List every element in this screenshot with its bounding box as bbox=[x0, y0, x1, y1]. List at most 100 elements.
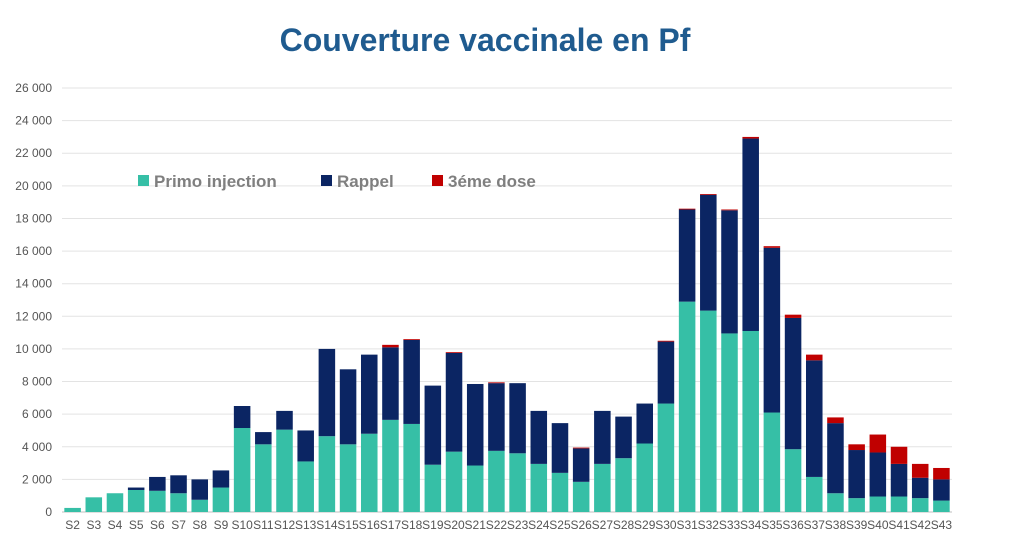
x-tick-label: S3 bbox=[86, 518, 101, 532]
bar-S9-series-1 bbox=[212, 487, 230, 512]
x-tick-label: S30 bbox=[655, 518, 677, 532]
x-tick-label: S24 bbox=[528, 518, 550, 532]
bar-S21-series-2 bbox=[466, 383, 484, 466]
x-tick-label: S42 bbox=[910, 518, 932, 532]
y-tick-label: 4 000 bbox=[22, 440, 52, 454]
bar-S43-series-1 bbox=[933, 500, 950, 512]
bar-S26-series-3 bbox=[572, 447, 590, 449]
legend-swatch bbox=[432, 175, 443, 186]
x-tick-label: S19 bbox=[422, 518, 444, 532]
legend-swatch bbox=[321, 175, 332, 186]
bar-S31-series-3 bbox=[678, 208, 696, 210]
bar-S42-series-2 bbox=[911, 477, 929, 499]
bar-S10-series-2 bbox=[233, 406, 251, 429]
x-tick-label: S22 bbox=[486, 518, 508, 532]
bar-S23-series-2 bbox=[509, 383, 526, 454]
x-tick-label: S20 bbox=[443, 518, 465, 532]
y-axis: 0 2 000 4 000 6 000 8 000 10 000 12 000 14 000 1… bbox=[15, 81, 52, 519]
y-tick-label: 26 000 bbox=[15, 81, 52, 95]
bar-S25-series-1 bbox=[551, 472, 569, 512]
bar-S7-series-2 bbox=[170, 475, 187, 494]
bar-S15-series-1 bbox=[339, 444, 357, 512]
bar-S34-series-1 bbox=[742, 330, 759, 512]
bar-S31-series-1 bbox=[678, 301, 696, 512]
bar-S21-series-1 bbox=[466, 465, 484, 512]
legend-swatch bbox=[138, 175, 149, 186]
bar-S22-series-1 bbox=[488, 450, 505, 512]
bar-S14-series-2 bbox=[318, 348, 336, 437]
bar-S26-series-1 bbox=[572, 481, 590, 512]
x-tick-label: S14 bbox=[316, 518, 338, 532]
x-tick-label: S15 bbox=[337, 518, 359, 532]
bar-S41-series-3 bbox=[890, 446, 908, 464]
bar-S38-series-3 bbox=[827, 417, 844, 424]
bar-S6-series-2 bbox=[149, 476, 166, 491]
y-tick-label: 10 000 bbox=[15, 342, 52, 356]
bar-S41-series-1 bbox=[890, 496, 908, 512]
y-tick-label: 0 bbox=[45, 505, 52, 519]
bar-S17-series-3 bbox=[382, 344, 399, 348]
bar-S5-series-1 bbox=[127, 489, 145, 512]
x-tick-label: S17 bbox=[380, 518, 402, 532]
bar-S32-series-1 bbox=[700, 310, 717, 512]
bar-S28-series-1 bbox=[615, 458, 632, 512]
y-tick-label: 22 000 bbox=[15, 146, 52, 160]
x-tick-label: S29 bbox=[634, 518, 656, 532]
bar-S37-series-2 bbox=[805, 360, 823, 477]
legend-label: Rappel bbox=[337, 172, 394, 191]
x-tick-label: S13 bbox=[295, 518, 317, 532]
x-tick-label: S7 bbox=[171, 518, 186, 532]
bar-S40-series-2 bbox=[869, 452, 887, 497]
x-tick-label: S16 bbox=[359, 518, 381, 532]
bar-S11-series-2 bbox=[255, 432, 272, 445]
bar-S14-series-1 bbox=[318, 436, 336, 512]
x-tick-label: S9 bbox=[214, 518, 229, 532]
y-tick-label: 12 000 bbox=[15, 309, 52, 323]
bar-S4-series-1 bbox=[106, 493, 124, 512]
bar-S29-series-1 bbox=[636, 443, 654, 512]
x-tick-label: S8 bbox=[192, 518, 207, 532]
legend-label: 3éme dose bbox=[448, 172, 536, 191]
bar-S6-series-1 bbox=[149, 490, 166, 512]
bar-S20-series-1 bbox=[445, 451, 463, 512]
bar-S18-series-2 bbox=[403, 339, 420, 424]
bar-S30-series-1 bbox=[657, 403, 675, 512]
x-tick-label: S36 bbox=[782, 518, 804, 532]
bar-S18-series-3 bbox=[403, 339, 420, 340]
bar-S37-series-3 bbox=[805, 354, 823, 361]
x-tick-label: S2 bbox=[65, 518, 80, 532]
bar-S13-series-2 bbox=[297, 430, 314, 462]
bar-S39-series-3 bbox=[848, 444, 865, 451]
bar-S43-series-2 bbox=[933, 479, 950, 501]
bar-S15-series-2 bbox=[339, 369, 357, 445]
bar-S36-series-2 bbox=[784, 317, 802, 450]
bar-S2-series-1 bbox=[64, 507, 81, 512]
x-tick-label: S11 bbox=[253, 518, 274, 532]
bars bbox=[64, 136, 950, 512]
bar-S19-series-1 bbox=[424, 464, 442, 512]
bar-S9-series-2 bbox=[212, 470, 230, 488]
legend-label: Primo injection bbox=[154, 172, 277, 191]
y-tick-label: 20 000 bbox=[15, 179, 52, 193]
bar-S8-series-1 bbox=[191, 499, 209, 512]
bar-S25-series-2 bbox=[551, 423, 569, 473]
x-tick-label: S43 bbox=[931, 518, 953, 532]
bar-S5-series-2 bbox=[127, 487, 145, 490]
bar-S23-series-1 bbox=[509, 453, 526, 512]
bar-S43-series-3 bbox=[933, 467, 950, 480]
chart-title: Couverture vaccinale en Pf bbox=[279, 22, 691, 58]
bar-S24-series-2 bbox=[530, 410, 548, 464]
bar-S29-series-2 bbox=[636, 403, 654, 444]
bar-S34-series-3 bbox=[742, 136, 759, 139]
x-tick-label: S4 bbox=[108, 518, 123, 532]
x-tick-label: S34 bbox=[740, 518, 762, 532]
bar-S28-series-2 bbox=[615, 416, 632, 459]
bar-S36-series-3 bbox=[784, 314, 802, 318]
bar-S32-series-2 bbox=[700, 194, 717, 311]
bar-S17-series-2 bbox=[382, 347, 399, 420]
legend: Primo injection Rappel 3éme dose bbox=[138, 172, 536, 191]
bar-S38-series-2 bbox=[827, 423, 844, 494]
bar-S7-series-1 bbox=[170, 493, 187, 512]
x-tick-label: S28 bbox=[613, 518, 635, 532]
